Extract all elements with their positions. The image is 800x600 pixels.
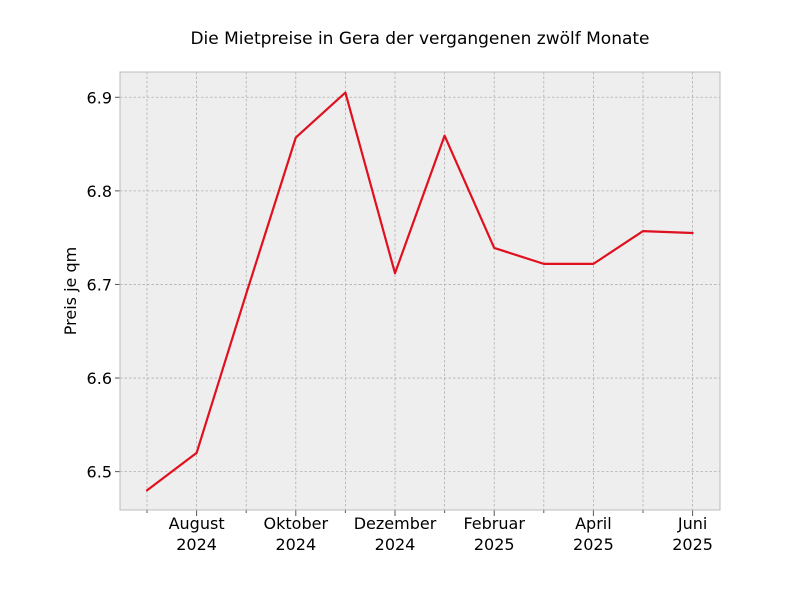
y-tick-label: 6.8	[87, 182, 112, 201]
series-line	[145, 91, 694, 492]
x-tick-label-month: Oktober	[264, 514, 329, 533]
x-tick-label-year: 2024	[176, 535, 217, 554]
y-axis-label: Preis je qm	[61, 247, 80, 335]
chart-title: Die Mietpreise in Gera der vergangenen z…	[190, 29, 649, 49]
grid-layer	[120, 72, 720, 510]
x-tick-label-month: August	[169, 514, 225, 533]
x-tick-label-year: 2025	[573, 535, 614, 554]
x-tick-label-year: 2024	[375, 535, 416, 554]
x-tick-label-month: Februar	[463, 514, 525, 533]
x-tick-label-year: 2025	[672, 535, 713, 554]
y-tick-label: 6.5	[87, 463, 112, 482]
y-tick-label: 6.9	[87, 88, 112, 107]
plot-area	[120, 72, 720, 510]
x-tick-label-year: 2025	[474, 535, 515, 554]
y-tick-label: 6.7	[87, 275, 112, 294]
x-tick-label-month: Juni	[677, 514, 707, 533]
x-tick-label-month: April	[575, 514, 612, 533]
x-tick-label-year: 2024	[275, 535, 316, 554]
x-tick-label-month: Dezember	[354, 514, 437, 533]
y-tick-label: 6.6	[87, 369, 112, 388]
plot-border	[119, 71, 721, 511]
ticks-layer: 6.5 6.6 6.7 6.8 6.9 August 2024 Oktober 2024 Deze…	[87, 88, 713, 554]
line-layer	[145, 91, 694, 492]
